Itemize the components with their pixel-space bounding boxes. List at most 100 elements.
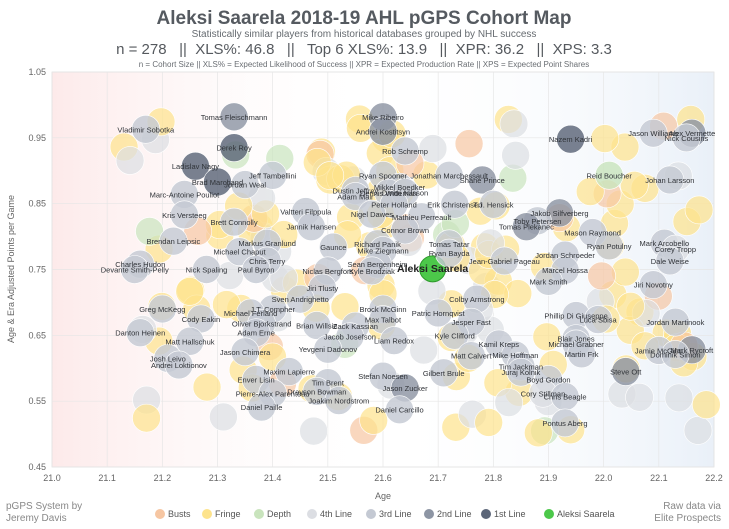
player-label: Jason Chimera (220, 348, 271, 357)
x-tick-label: 21.3 (209, 473, 227, 483)
credit-source-line2: Elite Prospects (654, 513, 721, 524)
player-label: Drayson Bowman (287, 387, 346, 396)
player-bubble (479, 190, 508, 219)
legend-marker (544, 509, 554, 519)
player-bubble (490, 246, 519, 276)
cohort-bubble (494, 388, 524, 417)
player-label: Jacob Josefson (324, 333, 376, 342)
cohort-bubble (501, 141, 530, 170)
player-label: Reid Boucher (586, 171, 632, 180)
player-label: Jordan Weal (224, 181, 266, 190)
chart-title: Aleksi Saarela 2018-19 AHL pGPS Cohort M… (157, 8, 572, 29)
player-label: Tomas Fleischmann (201, 113, 268, 122)
player-label: Mike Hoffman (492, 351, 538, 360)
player-label: Enver Lisin (238, 375, 275, 384)
player-label: Nick Cousins (665, 134, 709, 143)
player-bubble (357, 256, 387, 286)
player-label: Marc-Antoine Pouliot (150, 190, 221, 199)
player-label: Rob Schremp (382, 147, 428, 156)
cohort-bubble (409, 335, 439, 365)
legend-marker (254, 509, 264, 519)
player-label: Brock McGinn (359, 305, 406, 314)
player-label: Richard Panik (354, 240, 401, 249)
player-bubble (241, 255, 271, 284)
player-label: Sven Andrighetto (272, 295, 329, 304)
legend-marker (481, 509, 491, 519)
player-bubble (368, 116, 398, 146)
player-label: Phillip Di Giuseppe (544, 312, 607, 321)
player-bubble (390, 136, 420, 166)
player-bubble (567, 339, 596, 369)
player-bubble (170, 200, 199, 230)
cohort-bubble (625, 382, 654, 412)
player-label: Shane Prince (460, 176, 505, 185)
player-label: Luca Sbisa (580, 316, 618, 325)
player-label: Nigel Dawes (351, 210, 393, 219)
player-label: Aleksi Saarela (397, 263, 468, 275)
player-label: Dale Weise (651, 257, 689, 266)
x-tick-label: 22.1 (650, 473, 668, 483)
legend-marker (202, 509, 212, 519)
player-label: Devante Smith-Pelly (101, 266, 169, 275)
player-label: Paul Byron (238, 266, 275, 275)
player-label: Jiri Tlusty (307, 284, 339, 293)
player-label: Dustin Jeffrey (333, 187, 379, 196)
cohort-bubble (115, 146, 145, 175)
x-tick-label: 21.7 (429, 473, 447, 483)
player-bubble (594, 161, 624, 190)
player-bubble (302, 311, 332, 340)
player-bubble (230, 337, 260, 367)
player-bubble (164, 350, 194, 380)
player-bubble (594, 231, 624, 261)
player-label: Ryan Spooner (359, 171, 407, 180)
player-label: Matt Hallschuk (165, 337, 214, 346)
cohort-bubble (359, 406, 388, 435)
legend-marker (307, 509, 317, 519)
player-bubble (148, 294, 177, 324)
player-bubble (583, 305, 613, 334)
x-axis-label: Age (375, 491, 391, 501)
player-bubble (324, 386, 354, 415)
player-label: Juraj Kolnik (502, 368, 541, 377)
player-label: Colby Armstrong (449, 295, 504, 304)
cohort-bubble (524, 418, 553, 448)
player-label: Sean Bergenheim (347, 260, 407, 269)
player-label: Brett Connolly (210, 218, 257, 227)
player-bubble (192, 255, 221, 284)
player-label: Brendan Leipsic (146, 237, 200, 246)
x-tick-label: 21.6 (374, 473, 392, 483)
player-label: Nick Spaling (186, 266, 228, 275)
player-label: Mark Smith (530, 277, 568, 286)
player-label: Marcel Hossa (542, 266, 589, 275)
cohort-bubble (587, 261, 616, 291)
legend-label: 1st Line (494, 509, 526, 519)
player-label: Jamie McGinn (635, 346, 683, 355)
point-labels: Aleksi Saarela Vladimir Sobotka Tomas Flei… (101, 113, 716, 428)
player-label: Mike Ribeiro (362, 113, 404, 122)
player-bubble (219, 133, 249, 163)
player-bubble (219, 102, 249, 132)
player-label: Brad Marchand (192, 178, 243, 187)
player-label: Stefan Noesen (358, 372, 408, 381)
player-bubble (556, 124, 585, 154)
credit-author-line1: pGPS System by (6, 501, 82, 512)
player-label: Jannik Hansen (286, 223, 336, 232)
player-bubble (534, 267, 563, 296)
player-bubble (655, 246, 685, 276)
player-label: Jordan Schroeder (535, 251, 595, 260)
cohort-bubble (692, 390, 721, 420)
y-tick-label: 0.75 (28, 265, 46, 275)
player-bubble (639, 118, 668, 148)
player-label: Chris Terry (249, 257, 285, 266)
legend-marker (424, 509, 434, 519)
player-label: Adam Erne (237, 329, 275, 338)
player-label: Mason Raymond (564, 229, 621, 238)
x-tick-label: 21.4 (264, 473, 282, 483)
player-bubble (335, 322, 365, 351)
cohort-metrics: n = 278 || XLS%: 46.8 || Top 6 XLS%: 13.… (116, 41, 612, 58)
player-bubble (368, 361, 398, 391)
x-tick-label: 22.2 (705, 473, 723, 483)
y-tick-label: 0.55 (28, 396, 46, 406)
cohort-bubble (532, 322, 562, 352)
cohort-bubble (683, 416, 713, 445)
